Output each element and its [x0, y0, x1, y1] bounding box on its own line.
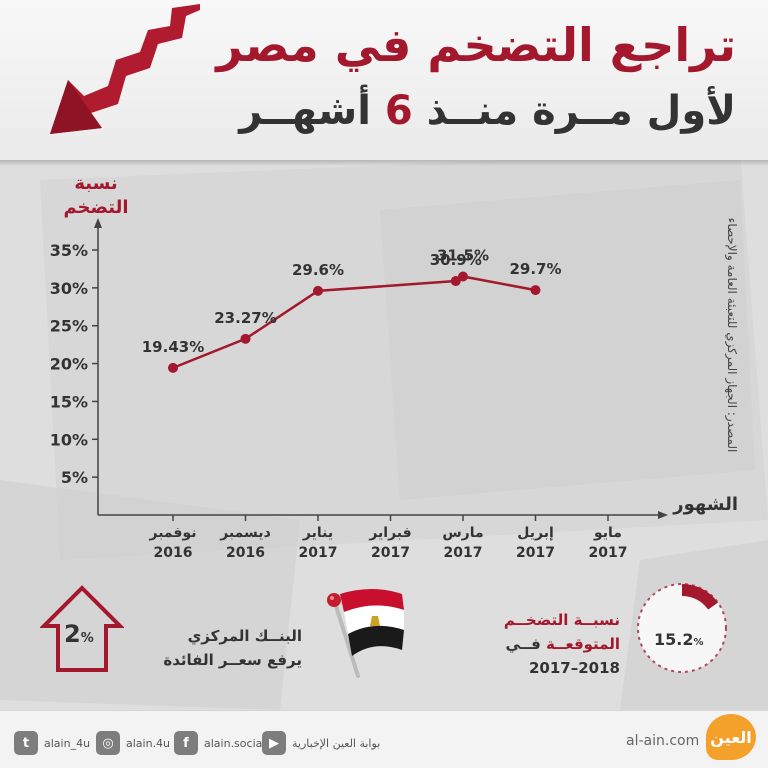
social-link[interactable]: ▶ بوابة العين الإخبارية — [262, 731, 380, 755]
x-tick-year: 2016 — [154, 545, 193, 561]
title-number: 6 — [384, 88, 413, 134]
data-point — [313, 285, 323, 296]
y-axis-label: نسبة التضخم — [63, 173, 129, 218]
al-ain-logo: العين — [706, 714, 756, 760]
x-axis-label: الشهور — [673, 494, 738, 515]
x-axis-arrow — [658, 511, 668, 519]
header-band — [0, 0, 768, 160]
expected-line-2: المتوقعــة فــي — [505, 635, 620, 653]
expected-rate-text: نسبــة التضخــم المتوقعــة فــي 2017–201… — [446, 608, 620, 680]
y-axis-arrow — [94, 218, 102, 228]
footer — [0, 710, 768, 768]
x-tick-month: ديسمبر — [219, 525, 271, 541]
x-tick-month: فبراير — [368, 525, 411, 541]
instagram-icon[interactable]: ◎ — [96, 731, 120, 755]
x-tick-year: 2017 — [444, 545, 483, 561]
youtube-icon[interactable]: ▶ — [262, 731, 286, 755]
social-link[interactable]: t alain_4u — [14, 731, 90, 755]
data-point — [458, 271, 468, 282]
y-tick-label: 5% — [61, 468, 88, 487]
data-point — [168, 362, 178, 373]
facebook-icon[interactable]: f — [174, 731, 198, 755]
decline-arrow-icon — [50, 4, 200, 134]
data-label: 29.7% — [509, 260, 561, 278]
x-tick-month: يناير — [302, 525, 333, 541]
y-tick-label: 25% — [50, 317, 88, 336]
site-domain[interactable]: al-ain.com — [626, 733, 700, 749]
x-tick-month: نوفمبر — [148, 525, 196, 541]
expected-line-1: نسبــة التضخــم — [503, 611, 620, 629]
data-label: 19.43% — [142, 338, 204, 356]
social-handle[interactable]: alain.social — [204, 736, 266, 750]
expected-period: 2017–2018 — [529, 659, 620, 677]
header-shadow — [0, 160, 768, 166]
y-tick-label: 15% — [50, 392, 88, 411]
y-tick-label: 30% — [50, 279, 88, 298]
x-tick-year: 2017 — [589, 545, 628, 561]
bank-line-2: يرفع سعــر الفائدة — [163, 651, 302, 669]
social-link[interactable]: f alain.social — [174, 731, 265, 755]
x-tick-month: مارس — [442, 525, 483, 541]
y-tick-label: 10% — [50, 430, 88, 449]
data-label: 23.27% — [214, 309, 276, 327]
x-tick-year: 2017 — [371, 545, 410, 561]
bank-rate-value: 2% — [64, 620, 94, 648]
twitter-icon[interactable]: t — [14, 731, 38, 755]
data-point — [450, 276, 461, 287]
title-line-1: تراجع التضخم في مصر — [216, 18, 736, 72]
up-arrow-icon — [40, 585, 124, 672]
title-line-2: لأول مــرة منــذ 6 أشهــر — [239, 88, 736, 134]
y-tick-label: 20% — [50, 355, 88, 374]
data-label: 30.9% — [430, 251, 482, 269]
expected-rate-value: 15.2% — [654, 630, 704, 649]
y-tick-label: 35% — [50, 241, 88, 260]
egypt-flag-icon — [327, 589, 404, 678]
x-tick-year: 2017 — [299, 545, 338, 561]
social-handle[interactable]: بوابة العين الإخبارية — [292, 736, 381, 750]
x-tick-year: 2016 — [226, 545, 265, 561]
social-link[interactable]: ◎ alain.4u — [96, 731, 170, 755]
x-tick-month: مايو — [593, 525, 622, 541]
data-point — [240, 333, 251, 344]
expected-rate-gauge — [637, 583, 727, 673]
social-handle[interactable]: alain.4u — [126, 736, 171, 750]
bank-text: البنــك المركزي يرفع سعــر الفائدة — [120, 624, 302, 672]
x-tick-month: إبريل — [517, 525, 554, 541]
data-label: 29.6% — [292, 261, 344, 279]
data-point — [530, 285, 541, 296]
series-line — [172, 275, 536, 370]
x-tick-year: 2017 — [516, 545, 555, 561]
data-label: 31.5% — [437, 247, 489, 265]
bank-line-1: البنــك المركزي — [187, 627, 302, 645]
social-handle[interactable]: alain_4u — [44, 736, 91, 750]
